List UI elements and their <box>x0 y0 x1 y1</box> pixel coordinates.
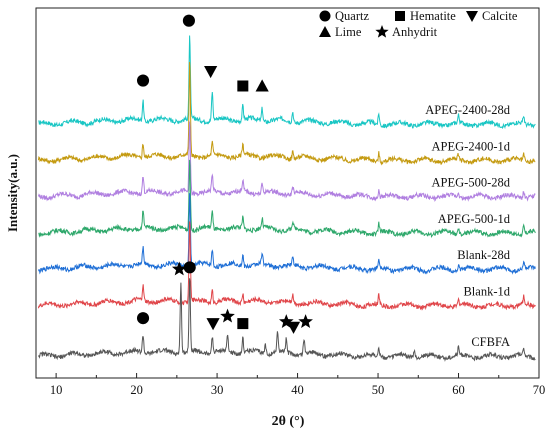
y-axis-label: Intensity(a.u.) <box>5 154 20 232</box>
phase-marker-layer <box>136 14 313 334</box>
x-tick-label-60: 60 <box>452 383 465 397</box>
phase-marker-star-13 <box>298 314 313 328</box>
legend-label-quartz: Quartz <box>335 9 369 23</box>
series-label-layer: APEG-2400-28d APEG-2400-1d APEG-500-28d APE… <box>425 103 510 349</box>
series-line-apeg-2400-28d <box>38 35 536 130</box>
x-tick-label-30: 30 <box>211 383 224 397</box>
series-line-blank-28d <box>37 193 536 275</box>
phase-marker-circle-6 <box>136 312 150 325</box>
legend: Quartz Hematite Calcite Lime Anhydrit <box>319 9 518 39</box>
series-line-apeg-2400-1d <box>37 61 536 166</box>
phase-marker-triangle-down-12 <box>286 321 301 334</box>
legend-symbol-calcite <box>466 11 478 22</box>
x-axis-label: 2θ (°) <box>272 414 305 429</box>
phase-marker-square-10 <box>237 318 249 330</box>
series-label-cfbfa: CFBFA <box>471 335 510 349</box>
series-label-blank-1d: Blank-1d <box>463 284 510 298</box>
legend-symbol-anhydrit <box>375 25 389 38</box>
phase-marker-triangle-down-2 <box>204 65 218 79</box>
series-label-apeg-2400-28d: APEG-2400-28d <box>425 103 510 117</box>
x-axis-ticks: 10 20 30 40 50 60 70 <box>50 373 545 397</box>
phase-marker-circle-0 <box>136 74 150 87</box>
phase-marker-triangle-up-4 <box>255 79 269 92</box>
x-tick-label-10: 10 <box>50 383 63 397</box>
legend-label-hematite: Hematite <box>410 9 456 23</box>
series-label-apeg-500-1d: APEG-500-1d <box>438 212 511 226</box>
legend-label-lime: Lime <box>335 25 362 39</box>
phase-marker-square-3 <box>237 80 249 92</box>
phase-marker-circle-7 <box>183 261 196 274</box>
phase-marker-circle-1 <box>182 14 195 27</box>
legend-label-anhydrit: Anhydrit <box>392 25 438 39</box>
x-tick-label-70: 70 <box>533 383 546 397</box>
phase-marker-star-5 <box>171 261 187 276</box>
series-line-blank-1d <box>37 221 536 311</box>
series-line-cfbfa <box>38 278 536 362</box>
series-label-apeg-500-28d: APEG-500-28d <box>432 176 511 190</box>
legend-label-calcite: Calcite <box>482 9 518 23</box>
legend-symbol-hematite <box>395 11 405 21</box>
series-layer <box>37 35 536 362</box>
phase-marker-triangle-down-8 <box>206 318 220 331</box>
x-tick-label-50: 50 <box>372 383 385 397</box>
legend-symbol-lime <box>319 26 331 37</box>
phase-marker-star-11 <box>278 314 294 328</box>
x-tick-label-40: 40 <box>291 383 304 397</box>
series-line-apeg-500-28d <box>37 121 536 202</box>
phase-marker-star-9 <box>220 308 235 323</box>
series-label-apeg-2400-1d: APEG-2400-1d <box>432 139 511 153</box>
plot-frame <box>35 7 540 379</box>
x-tick-label-20: 20 <box>130 383 143 397</box>
series-line-apeg-500-1d <box>38 159 536 239</box>
legend-symbol-quartz <box>319 10 331 22</box>
series-label-blank-28d: Blank-28d <box>457 248 511 262</box>
